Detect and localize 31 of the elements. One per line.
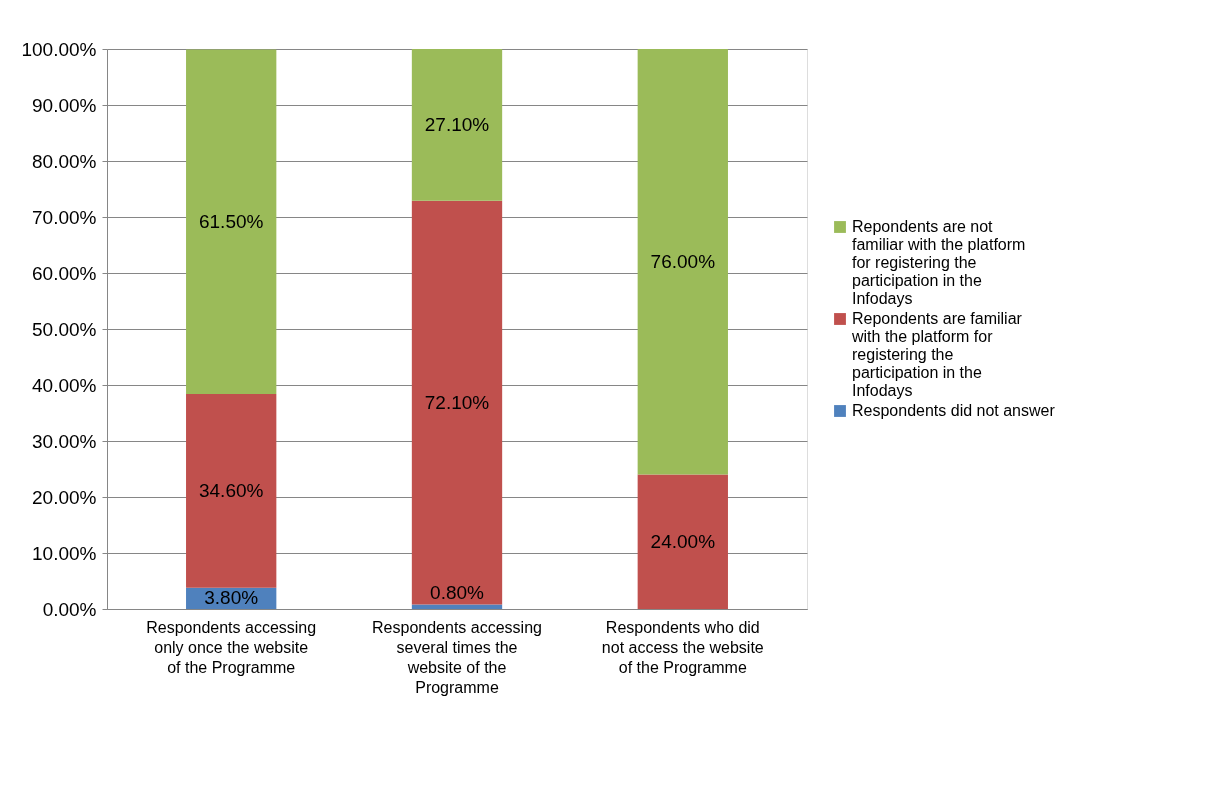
x-tick-label: Respondents who did not access the website of the Programme xyxy=(601,618,764,676)
y-tick-label: 30.00% xyxy=(32,430,97,452)
legend-label: Repondents are familiar with the platform for registering the participation in the Infodays xyxy=(851,310,1023,399)
x-tick-label: Respondents accessing several times the website of the Programme xyxy=(372,618,542,696)
data-label: 76.00% xyxy=(650,250,716,272)
bar xyxy=(186,393,277,588)
data-label: 3.80% xyxy=(204,587,259,609)
y-tick-label: 100.00% xyxy=(21,38,97,60)
data-label: 0.80% xyxy=(430,581,485,603)
y-tick-label: 90.00% xyxy=(32,94,97,116)
bar xyxy=(411,49,503,201)
y-tick-label: 20.00% xyxy=(32,486,97,508)
bar xyxy=(637,49,728,475)
bar xyxy=(411,200,503,605)
data-label: 72.10% xyxy=(424,391,490,413)
y-tick-label: 40.00% xyxy=(32,374,97,396)
bar xyxy=(186,49,277,394)
data-label: 27.10% xyxy=(424,113,490,135)
y-tick-label: 10.00% xyxy=(32,542,97,564)
y-tick-label: 50.00% xyxy=(32,318,97,340)
y-tick-label: 80.00% xyxy=(32,150,97,172)
y-tick-label: 70.00% xyxy=(32,206,97,228)
x-tick-label: Respondents accessing only once the website of the Programme xyxy=(146,618,317,676)
y-tick-label: 0.00% xyxy=(42,598,97,620)
bar xyxy=(637,474,728,609)
y-tick-label: 60.00% xyxy=(32,262,97,284)
data-label: 34.60% xyxy=(198,479,264,501)
data-label: 24.00% xyxy=(650,530,716,552)
legend-label: Respondents did not answer xyxy=(852,402,1056,419)
data-label: 61.50% xyxy=(198,210,264,232)
legend-label: Repondents are not familiar with the platform for registering the participation in the Infodays xyxy=(852,218,1026,307)
